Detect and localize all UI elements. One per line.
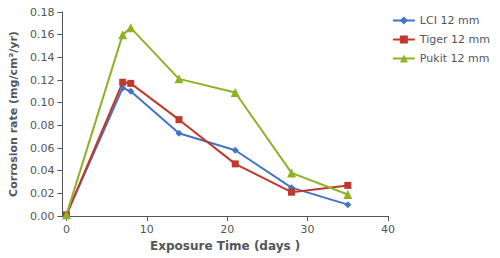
svg-text:20: 20 — [220, 223, 234, 236]
svg-text:Corrosion rate (mg/cm²/yr): Corrosion rate (mg/cm²/yr) — [7, 31, 20, 197]
svg-text:0.10: 0.10 — [30, 96, 55, 109]
svg-text:0.08: 0.08 — [30, 119, 55, 132]
svg-text:0.16: 0.16 — [30, 28, 55, 41]
svg-text:0.04: 0.04 — [30, 164, 55, 177]
svg-text:40: 40 — [381, 223, 395, 236]
svg-text:LCI 12 mm: LCI 12 mm — [420, 14, 479, 27]
svg-text:10: 10 — [140, 223, 154, 236]
svg-text:30: 30 — [301, 223, 315, 236]
svg-text:0.00: 0.00 — [30, 210, 55, 223]
svg-text:0.12: 0.12 — [30, 74, 55, 87]
svg-text:Pukit 12 mm: Pukit 12 mm — [420, 52, 490, 65]
svg-text:0.06: 0.06 — [30, 142, 55, 155]
svg-text:0.14: 0.14 — [30, 51, 55, 64]
svg-text:Tiger 12 mm: Tiger 12 mm — [419, 33, 490, 46]
svg-text:0.18: 0.18 — [30, 6, 55, 19]
svg-text:0.02: 0.02 — [30, 187, 55, 200]
svg-text:Exposure Time (days ): Exposure Time (days ) — [150, 239, 300, 253]
svg-text:0: 0 — [63, 223, 70, 236]
